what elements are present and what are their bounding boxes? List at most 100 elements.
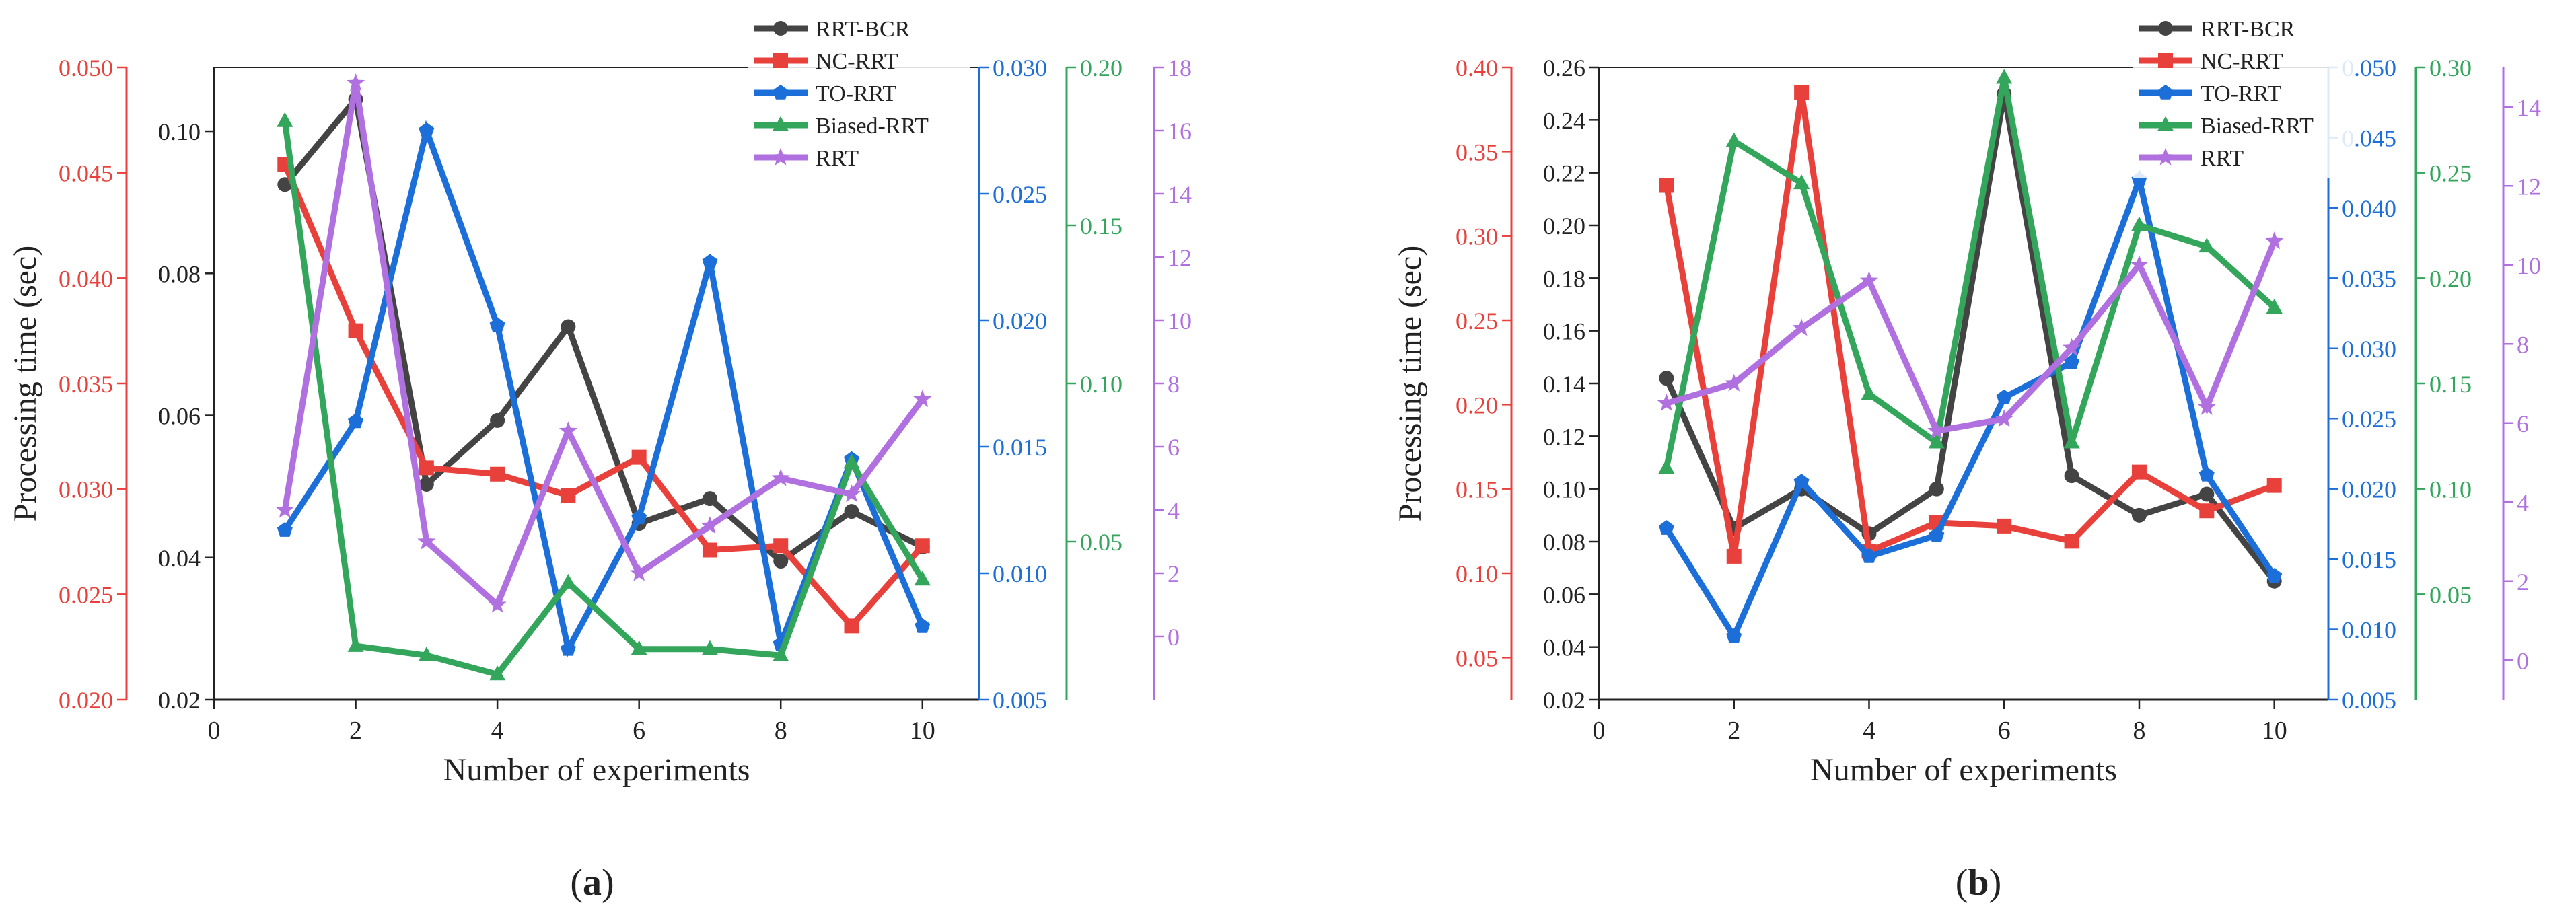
y-tick-label-purple: 4 <box>1168 497 1180 524</box>
data-point <box>490 412 505 428</box>
x-tick-label: 2 <box>349 717 362 745</box>
series-nc-rrt <box>277 157 930 634</box>
data-point <box>631 640 647 655</box>
legend-label: NC-RRT <box>2201 49 2283 74</box>
legend-marker <box>772 116 789 131</box>
x-tick-label: 2 <box>1727 717 1740 745</box>
y-tick-label-red: 0.10 <box>1456 560 1498 587</box>
y-tick-label-black: 0.22 <box>1543 160 1585 187</box>
y-tick-label-blue: 0.005 <box>993 687 1047 714</box>
data-point <box>2064 534 2079 549</box>
data-point <box>561 319 576 334</box>
data-point <box>1793 174 1810 190</box>
series-line-rrt-bcr <box>282 92 924 565</box>
y-tick-label-green: 0.15 <box>1080 213 1122 240</box>
y-tick-label-blue: 0.005 <box>2342 687 2396 714</box>
y-tick-label-blue: 0.035 <box>2342 265 2396 292</box>
y-tick-label-red: 0.35 <box>1456 139 1498 166</box>
data-point <box>277 112 293 127</box>
data-point <box>773 538 789 554</box>
data-point <box>2130 255 2149 273</box>
data-point <box>1929 481 1944 497</box>
chart-panel-a: 0 2 4 6 8 10 Number of experiments 0.02 0.04 0.06… <box>7 9 1192 904</box>
y-tick-label-purple: 10 <box>1168 307 1192 334</box>
y-tick-label-black: 0.12 <box>1543 423 1585 450</box>
y-tick-label-green: 0.10 <box>2429 476 2472 503</box>
data-point <box>489 665 506 681</box>
data-point <box>488 595 507 613</box>
data-point <box>2266 478 2282 493</box>
y-tick-label-purple: 12 <box>1168 244 1192 271</box>
legend-marker <box>773 53 788 68</box>
y-tick-label-green: 0.30 <box>2429 54 2472 81</box>
y-tick-label-blue: 0.040 <box>2342 195 2396 222</box>
y-tick-label-black: 0.04 <box>158 545 201 572</box>
y-tick-label-green: 0.05 <box>2429 581 2472 608</box>
data-point <box>1726 548 1742 564</box>
y-tick-label-green: 0.10 <box>1080 371 1122 398</box>
y-tick-label-black: 0.08 <box>1543 529 1585 556</box>
y-tick-label-red: 0.30 <box>1456 223 1498 250</box>
data-point <box>771 468 790 486</box>
data-point <box>915 618 931 633</box>
y-tick-label-black: 0.02 <box>158 687 201 714</box>
y-tick-label-blue: 0.025 <box>2342 406 2396 433</box>
series-nc-rrt <box>1659 85 2282 564</box>
data-point <box>1659 371 1674 386</box>
data-point <box>2064 354 2080 369</box>
legend-marker <box>773 84 789 100</box>
data-point <box>1726 628 1742 643</box>
data-point <box>1928 433 1945 449</box>
y-tick-label-red: 0.045 <box>59 160 113 187</box>
legend-marker <box>2156 147 2175 166</box>
y-tick-label-purple: 14 <box>2517 94 2541 121</box>
y-tick-label-blue: 0.025 <box>993 181 1047 208</box>
y-tick-label-purple: 8 <box>2517 331 2529 358</box>
data-point <box>842 484 861 503</box>
y-tick-label-purple: 2 <box>2517 569 2529 595</box>
legend-marker <box>2157 84 2174 100</box>
series-biased-rrt <box>1658 69 2283 474</box>
legend-label: RRT-BCR <box>816 17 910 42</box>
y-tick-label-red: 0.030 <box>59 476 113 503</box>
series-line-rrt <box>1666 240 2277 435</box>
data-point <box>1658 459 1675 474</box>
y-tick-label-black: 0.02 <box>1543 687 1585 714</box>
y-tick-label-purple: 8 <box>1168 371 1180 398</box>
data-point <box>560 573 577 589</box>
y-tick-label-red: 0.020 <box>59 687 113 714</box>
x-tick-label: 8 <box>2133 717 2145 745</box>
data-point <box>701 516 719 534</box>
data-point <box>417 532 436 550</box>
y-tick-label-purple: 16 <box>1168 118 1192 145</box>
data-point <box>419 476 434 492</box>
x-axis-title: Number of experiments <box>443 752 750 788</box>
series-line-biased-rrt <box>1663 77 2277 469</box>
data-point <box>1657 394 1676 411</box>
data-point <box>773 554 789 569</box>
legend-marker <box>2158 21 2173 36</box>
y-tick-label-purple: 2 <box>1168 560 1180 587</box>
legend-marker <box>2157 116 2174 131</box>
data-point <box>1659 178 1674 193</box>
data-point <box>348 413 364 429</box>
y-tick-label-blue: 0.020 <box>2342 476 2396 503</box>
series-rrt <box>1657 231 2284 439</box>
data-point <box>347 73 365 92</box>
data-point <box>2063 433 2080 449</box>
legend-label: Biased-RRT <box>816 114 929 139</box>
y-tick-label-purple: 14 <box>1168 181 1192 208</box>
series-line-to-rrt <box>282 120 925 658</box>
data-point <box>1996 389 2012 404</box>
series-biased-rrt <box>277 112 931 681</box>
data-point <box>1792 318 1811 336</box>
x-axis-title: Number of experiments <box>1810 752 2117 788</box>
data-point <box>702 254 718 269</box>
y-tick-label-purple: 10 <box>2517 252 2541 279</box>
data-point <box>490 466 505 482</box>
data-point <box>275 500 294 518</box>
y-tick-label-black: 0.20 <box>1543 213 1585 240</box>
y-tick-label-purple: 6 <box>1168 434 1180 461</box>
data-point <box>277 177 293 192</box>
y-tick-label-black: 0.26 <box>1543 54 1585 81</box>
